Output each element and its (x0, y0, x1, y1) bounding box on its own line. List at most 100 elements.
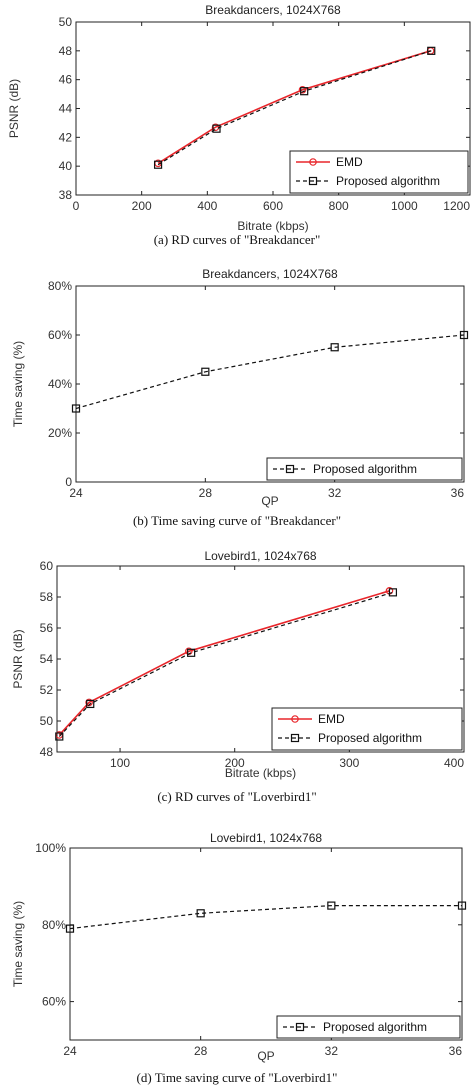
x-tick-label: 1200 (443, 199, 470, 213)
x-axis-label: QP (257, 1049, 274, 1063)
legend-marker (290, 733, 300, 743)
data-point (86, 699, 95, 709)
data-point (298, 85, 307, 94)
x-tick-label: 24 (69, 486, 83, 500)
legend: Proposed algorithm (276, 1015, 461, 1039)
chart-4: Lovebird1, 1024x768 24 28 32 36 60% 80% 100% QP T… (11, 831, 467, 1063)
data-point (300, 87, 309, 96)
series-line-1 (75, 334, 465, 410)
x-tick-label: 400 (444, 756, 464, 770)
y-tick-label: 40% (48, 377, 72, 391)
legend: Proposed algorithm (266, 457, 463, 481)
data-point (65, 924, 75, 933)
plot-frame (75, 285, 465, 483)
legend-marker (285, 464, 295, 474)
y-axis-label: Time saving (%) (11, 341, 25, 427)
legend-box (266, 457, 463, 481)
x-tick-label: 36 (451, 486, 465, 500)
y-tick-label: 42 (59, 130, 73, 144)
y-tick-label: 80% (42, 918, 66, 932)
x-tick-label: 600 (263, 199, 283, 213)
x-tick-label: 32 (328, 486, 342, 500)
legend-box (289, 150, 469, 194)
y-tick-label: 80% (48, 279, 72, 293)
y-tick-label: 60% (42, 995, 66, 1009)
y-tick-label: 60% (48, 328, 72, 342)
data-point (187, 648, 196, 657)
x-tick-label: 28 (199, 486, 213, 500)
y-axis-label: PSNR (dB) (7, 79, 21, 138)
chart-1: Breakdancers, 1024X768 0 200 400 600 800 1000 1… (7, 3, 471, 233)
data-point (212, 124, 221, 133)
legend-marker (309, 158, 317, 166)
legend-label: EMD (336, 155, 363, 169)
data-point (153, 160, 163, 169)
data-point (388, 588, 398, 597)
legend-marker (308, 176, 318, 186)
y-tick-label: 60 (40, 559, 54, 573)
x-axis-label: Bitrate (kbps) (237, 219, 308, 233)
chart-2: Breakdancers, 1024X768 24 28 32 36 0 20% 40% 60%… (11, 267, 469, 508)
legend-marker (291, 715, 299, 723)
chart-title: Lovebird1, 1024x768 (204, 549, 316, 563)
x-tick-label: 200 (132, 199, 152, 213)
x-tick-label: 24 (63, 1044, 77, 1058)
caption-d: (d) Time saving curve of "Loverbird1" (136, 1070, 338, 1085)
legend-label: EMD (318, 712, 345, 726)
chart-title: Lovebird1, 1024x768 (210, 831, 322, 845)
data-point (55, 732, 64, 741)
data-point (196, 909, 205, 918)
legend-box (276, 1015, 461, 1039)
data-point (459, 330, 469, 340)
y-tick-label: 50 (59, 15, 73, 29)
x-tick-label: 300 (339, 756, 359, 770)
series-line-1 (157, 50, 431, 164)
x-tick-label: 32 (325, 1044, 339, 1058)
series-line-2 (58, 591, 394, 737)
plot-frame (69, 847, 463, 1041)
x-tick-label: 28 (194, 1044, 208, 1058)
data-point (457, 901, 467, 910)
y-tick-label: 50 (40, 714, 54, 728)
y-tick-label: 100% (35, 841, 66, 855)
x-tick-label: 200 (225, 756, 245, 770)
data-point (201, 367, 210, 376)
x-tick-label: 0 (73, 199, 80, 213)
caption-b: (b) Time saving curve of "Breakdancer" (132, 513, 342, 528)
legend-box (271, 707, 463, 751)
caption-c: (c) RD curves of "Loverbird1" (157, 789, 317, 804)
data-point (330, 343, 339, 352)
x-tick-label: 400 (197, 199, 217, 213)
chart-title: Breakdancers, 1024X768 (202, 267, 338, 281)
y-tick-label: 52 (40, 683, 54, 697)
legend: EMD Proposed algorithm (289, 150, 469, 194)
legend-label: Proposed algorithm (323, 1020, 427, 1034)
series-line-1 (69, 904, 462, 930)
x-tick-label: 1000 (391, 199, 418, 213)
x-tick-label: 36 (449, 1044, 463, 1058)
legend-label: Proposed algorithm (313, 462, 417, 476)
y-tick-label: 44 (59, 102, 73, 116)
legend: EMD Proposed algorithm (271, 707, 463, 751)
x-axis-label: QP (261, 494, 278, 508)
chart-title: Breakdancers, 1024X768 (205, 3, 341, 17)
data-point (427, 46, 436, 55)
y-axis-label: Time saving (%) (11, 901, 25, 987)
y-tick-label: 58 (40, 590, 54, 604)
y-tick-label: 40 (59, 159, 73, 173)
data-point (327, 901, 336, 910)
legend-label: Proposed algorithm (318, 731, 422, 745)
caption-a: (a) RD curves of "Breakdancer" (153, 232, 321, 247)
y-tick-label: 54 (40, 652, 54, 666)
y-tick-label: 48 (59, 44, 73, 58)
y-tick-label: 48 (40, 745, 54, 759)
y-tick-label: 56 (40, 621, 54, 635)
data-point (71, 404, 81, 413)
chart-3: Lovebird1, 1024x768 100 200 300 400 48 50 52 54 5… (11, 549, 465, 780)
x-tick-label: 800 (329, 199, 349, 213)
legend-label: Proposed algorithm (336, 174, 440, 188)
y-tick-label: 46 (59, 73, 73, 87)
x-tick-label: 100 (110, 756, 130, 770)
x-axis-label: Bitrate (kbps) (225, 766, 296, 780)
